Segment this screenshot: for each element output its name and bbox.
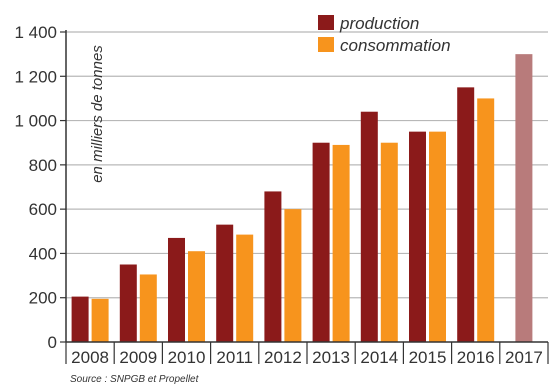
y-tick-label: 1 000 bbox=[14, 112, 57, 131]
bar-production-2013 bbox=[312, 142, 330, 342]
x-tick-label-2015: 2015 bbox=[409, 348, 447, 367]
y-axis-label: en milliers de tonnes bbox=[89, 45, 106, 183]
bar-production-2014 bbox=[360, 111, 378, 342]
bar-consommation-2015 bbox=[429, 131, 446, 342]
bar-production-2010 bbox=[168, 237, 185, 342]
y-axis-ticks: 0 200 400 600 800 1 000 1 200 1 400 bbox=[14, 23, 66, 352]
bar-2017 bbox=[515, 54, 533, 343]
bar-consommation-2014 bbox=[380, 142, 398, 342]
x-tick-label-2016: 2016 bbox=[457, 348, 495, 367]
x-tick-label-2008: 2008 bbox=[71, 348, 109, 367]
x-axis-ticks: 2008 2009 2010 2011 2012 2013 2014 2015 2016 2017 bbox=[65, 342, 549, 367]
y-tick-label: 200 bbox=[29, 289, 57, 308]
bar-production-2009 bbox=[119, 264, 137, 342]
x-tick-label-2011: 2011 bbox=[216, 348, 253, 367]
y-tick-label: 600 bbox=[29, 200, 57, 219]
y-tick-label: 800 bbox=[29, 156, 57, 175]
bar-production-2008 bbox=[71, 296, 89, 342]
legend-label-production: production bbox=[339, 14, 419, 33]
bar-consommation-2009 bbox=[139, 274, 157, 342]
source-note: Source : SNPGB et Propellet bbox=[70, 374, 200, 385]
bar-production-2015 bbox=[409, 131, 426, 342]
y-tick-label: 400 bbox=[29, 244, 57, 263]
y-tick-label: 0 bbox=[48, 333, 57, 352]
x-tick-label-2014: 2014 bbox=[360, 348, 398, 367]
bar-consommation-2016 bbox=[477, 98, 495, 342]
legend-label-consommation: consommation bbox=[340, 36, 451, 55]
x-tick-label-2010: 2010 bbox=[168, 348, 206, 367]
legend-swatch-production bbox=[318, 15, 334, 30]
gridlines bbox=[66, 31, 548, 299]
x-tick-label-2013: 2013 bbox=[312, 348, 350, 367]
x-tick-label-2017: 2017 bbox=[505, 348, 543, 367]
y-tick-label: 1 200 bbox=[14, 67, 57, 86]
bar-production-2016 bbox=[457, 87, 475, 342]
legend-swatch-consommation bbox=[318, 37, 334, 52]
x-tick-label-2009: 2009 bbox=[119, 348, 157, 367]
bar-production-2012 bbox=[264, 191, 282, 342]
bars bbox=[71, 54, 533, 343]
x-tick-label-2012: 2012 bbox=[264, 348, 302, 367]
bar-consommation-2008 bbox=[91, 298, 109, 342]
y-tick-label: 1 400 bbox=[14, 23, 57, 42]
bar-consommation-2011 bbox=[236, 234, 254, 342]
bar-consommation-2013 bbox=[332, 144, 350, 342]
bar-consommation-2010 bbox=[188, 251, 205, 342]
bar-consommation-2012 bbox=[284, 209, 302, 342]
legend: production consommation bbox=[318, 14, 451, 55]
bar-production-2011 bbox=[216, 224, 234, 342]
